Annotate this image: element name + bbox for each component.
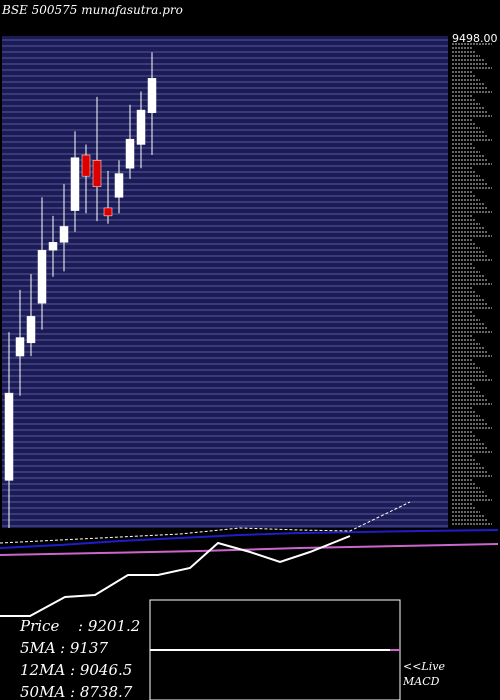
live-label: <<Live [403,660,445,673]
candle-down [103,207,113,217]
candle-up [59,226,69,243]
candle-down [92,160,102,188]
candle-up [114,173,124,198]
stat-value-50ma: : 8738.7 [70,683,133,700]
ma-line-blue [0,529,499,549]
candle-up [136,109,146,145]
ma-line-white-dashed [0,501,411,544]
candle-up [125,138,135,169]
stat-label-50ma: 50MA [20,683,65,700]
stats-panel: Price : 9201.2 5MA: 9137 12MA : 9046.5 50MA : … [19,617,140,700]
candle-up [147,78,157,113]
indicator-line [0,535,351,617]
stat-label-price: Price [19,617,59,635]
price-axis-ticks [452,43,492,525]
price-gridlines [2,39,448,527]
candles-group [4,52,157,528]
stat-value-5ma: : 9137 [60,639,108,657]
candle-up [26,316,36,344]
macd-label: MACD [402,675,440,688]
ma-line-magenta [0,543,499,556]
chart-title: BSE 500575 munafasutra.pro [1,3,183,17]
candle-up [4,392,14,481]
candle-up [70,157,80,211]
candle-up [37,250,47,304]
price-axis-top-label: 9498.00 [452,32,498,45]
stat-label-5ma: 5MA [20,639,56,657]
candle-down [81,154,91,177]
candle-up [15,337,25,357]
stat-value-12ma: : 9046.5 [70,661,132,679]
stat-value-price: : 9201.2 [78,617,140,635]
stat-label-12ma: 12MA [20,661,65,679]
candle-up [48,242,58,251]
